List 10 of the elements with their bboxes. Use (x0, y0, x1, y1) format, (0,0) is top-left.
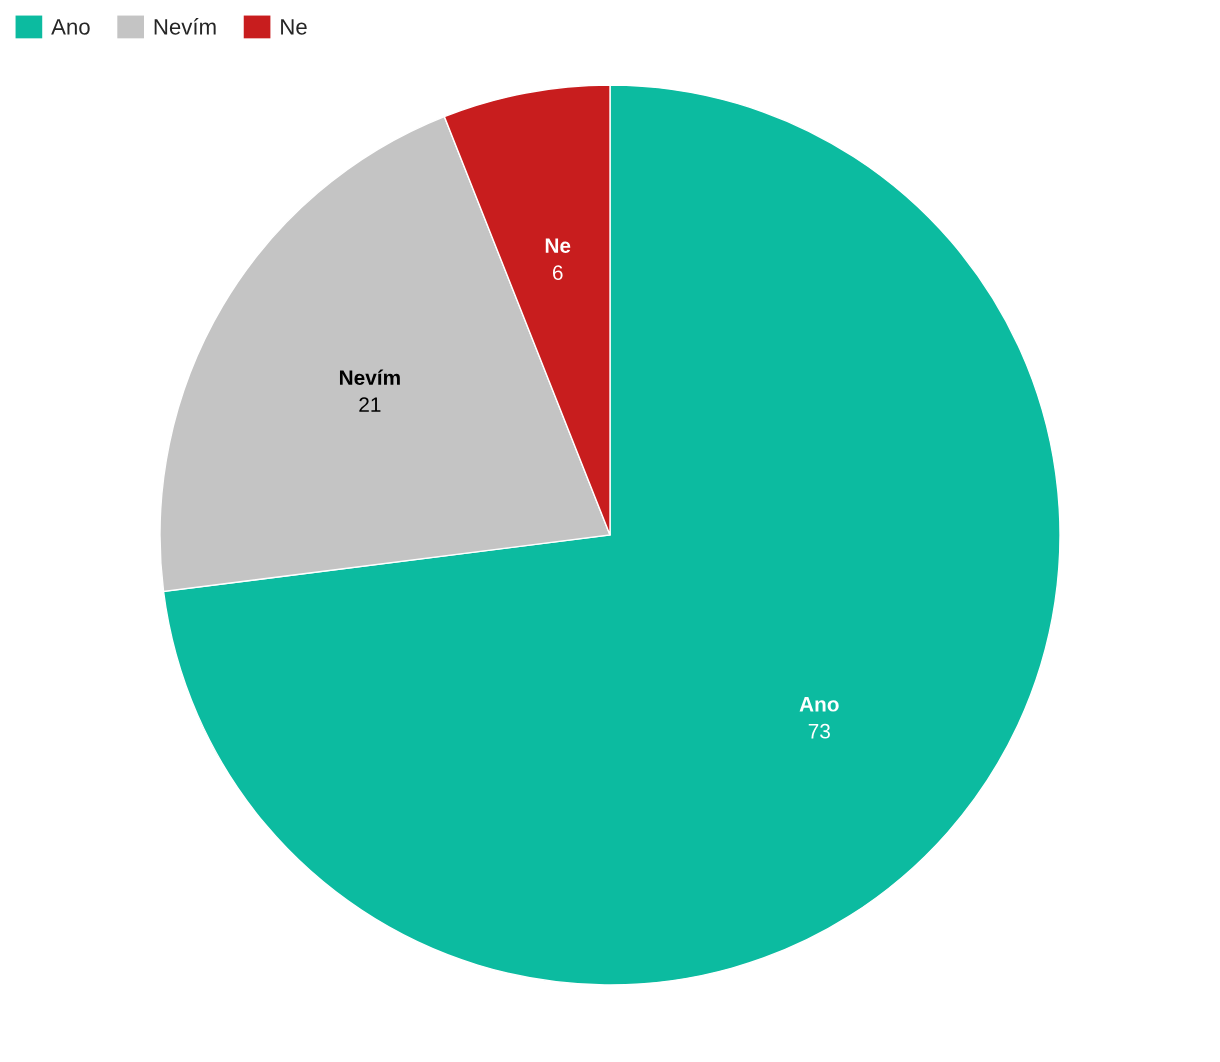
slice-label: Ano (799, 697, 839, 712)
pie-slice (162, 84, 1061, 986)
legend-label: Nevím (154, 18, 216, 35)
data-label: 73 (808, 723, 830, 739)
data-label: 21 (359, 397, 381, 412)
data-label: 6 (552, 265, 563, 281)
legend-label: Ne (281, 19, 307, 35)
legend-label: Ano (51, 19, 90, 35)
slice-label: Nevím (339, 369, 400, 386)
slice-label: Ne (545, 238, 571, 254)
